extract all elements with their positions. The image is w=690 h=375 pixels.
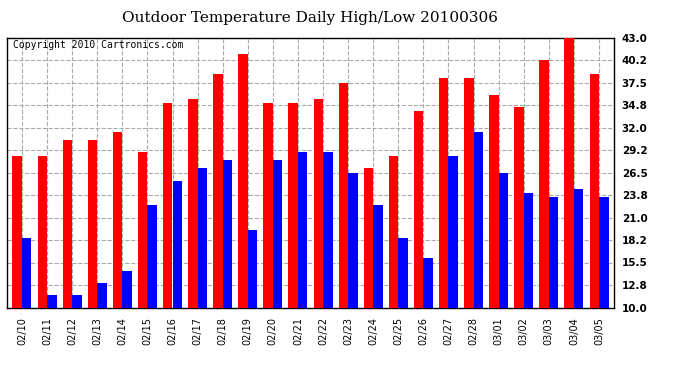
- Bar: [197, 168, 207, 375]
- Bar: [188, 99, 197, 375]
- Bar: [540, 60, 549, 375]
- Bar: [599, 197, 609, 375]
- Bar: [97, 283, 107, 375]
- Bar: [313, 99, 323, 375]
- Bar: [37, 156, 47, 375]
- Bar: [213, 74, 223, 375]
- Bar: [88, 140, 97, 375]
- Bar: [273, 160, 282, 375]
- Bar: [63, 140, 72, 375]
- Bar: [364, 168, 373, 375]
- Bar: [172, 181, 182, 375]
- Bar: [288, 103, 298, 375]
- Bar: [514, 107, 524, 375]
- Bar: [163, 103, 172, 375]
- Bar: [248, 230, 257, 375]
- Bar: [398, 238, 408, 375]
- Bar: [373, 205, 383, 375]
- Bar: [439, 78, 449, 375]
- Bar: [448, 156, 458, 375]
- Bar: [564, 38, 574, 375]
- Bar: [12, 156, 22, 375]
- Text: Copyright 2010 Cartronics.com: Copyright 2010 Cartronics.com: [13, 40, 184, 50]
- Bar: [47, 295, 57, 375]
- Bar: [574, 189, 584, 375]
- Bar: [464, 78, 473, 375]
- Bar: [589, 74, 599, 375]
- Bar: [414, 111, 424, 375]
- Bar: [348, 172, 357, 375]
- Text: Outdoor Temperature Daily High/Low 20100306: Outdoor Temperature Daily High/Low 20100…: [123, 11, 498, 25]
- Bar: [323, 152, 333, 375]
- Bar: [424, 258, 433, 375]
- Bar: [473, 132, 483, 375]
- Bar: [489, 95, 499, 375]
- Bar: [22, 238, 32, 375]
- Bar: [264, 103, 273, 375]
- Bar: [549, 197, 558, 375]
- Bar: [112, 132, 122, 375]
- Bar: [223, 160, 233, 375]
- Bar: [499, 172, 509, 375]
- Bar: [524, 193, 533, 375]
- Bar: [138, 152, 148, 375]
- Bar: [238, 54, 248, 375]
- Bar: [72, 295, 81, 375]
- Bar: [388, 156, 398, 375]
- Bar: [339, 82, 348, 375]
- Bar: [298, 152, 308, 375]
- Bar: [122, 271, 132, 375]
- Bar: [148, 205, 157, 375]
